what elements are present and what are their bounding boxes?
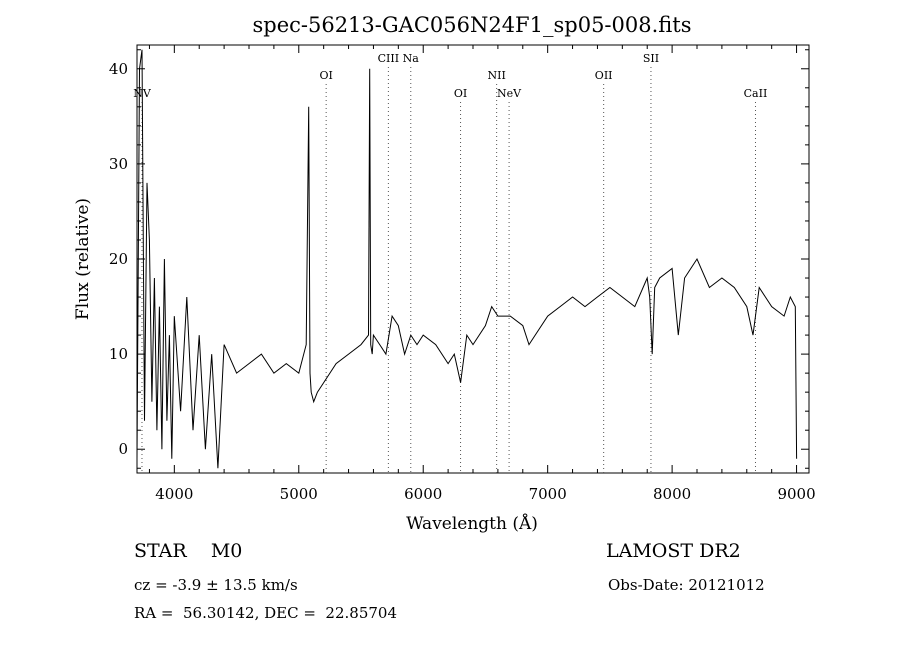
- line-marker-label: NII: [487, 69, 505, 82]
- x-tick-label: 7000: [529, 485, 567, 503]
- line-marker-label: OI: [319, 69, 332, 82]
- y-tick-label: 20: [109, 250, 128, 268]
- line-marker-label: CIII: [378, 52, 399, 65]
- x-tick-label: 5000: [280, 485, 318, 503]
- observation-date: Obs-Date: 20121012: [608, 576, 765, 594]
- x-tick-label: 9000: [777, 485, 815, 503]
- y-axis-label: Flux (relative): [73, 198, 93, 320]
- object-class: STAR M0: [134, 540, 243, 562]
- y-tick-label: 30: [109, 155, 128, 173]
- line-marker-label: CaII: [744, 87, 768, 100]
- x-tick-label: 4000: [155, 485, 193, 503]
- x-axis-label: Wavelength (Å): [406, 513, 538, 534]
- redshift-velocity: cz = -3.9 ± 13.5 km/s: [134, 576, 298, 594]
- line-marker-label: OII: [595, 69, 613, 82]
- plot-frame: [136, 44, 810, 474]
- x-tick-label: 6000: [404, 485, 442, 503]
- chart-title: spec-56213-GAC056N24F1_sp05-008.fits: [252, 13, 691, 37]
- line-marker-label: OI: [454, 87, 467, 100]
- line-marker-label: Na: [403, 52, 420, 65]
- spectrum-line: [136, 49, 798, 469]
- axis-ticks: 4000 5000 6000 7000 8000 9000 0 10 20 30 40: [109, 45, 816, 503]
- y-tick-label: 0: [118, 440, 128, 458]
- y-tick-label: 10: [109, 345, 128, 363]
- line-marker-label: NeV: [497, 87, 522, 100]
- x-tick-label: 8000: [653, 485, 691, 503]
- sky-coordinates: RA = 56.30142, DEC = 22.85704: [134, 604, 398, 622]
- line-marker-label: SII: [643, 52, 659, 65]
- y-tick-label: 40: [109, 60, 128, 78]
- survey-name: LAMOST DR2: [606, 540, 741, 562]
